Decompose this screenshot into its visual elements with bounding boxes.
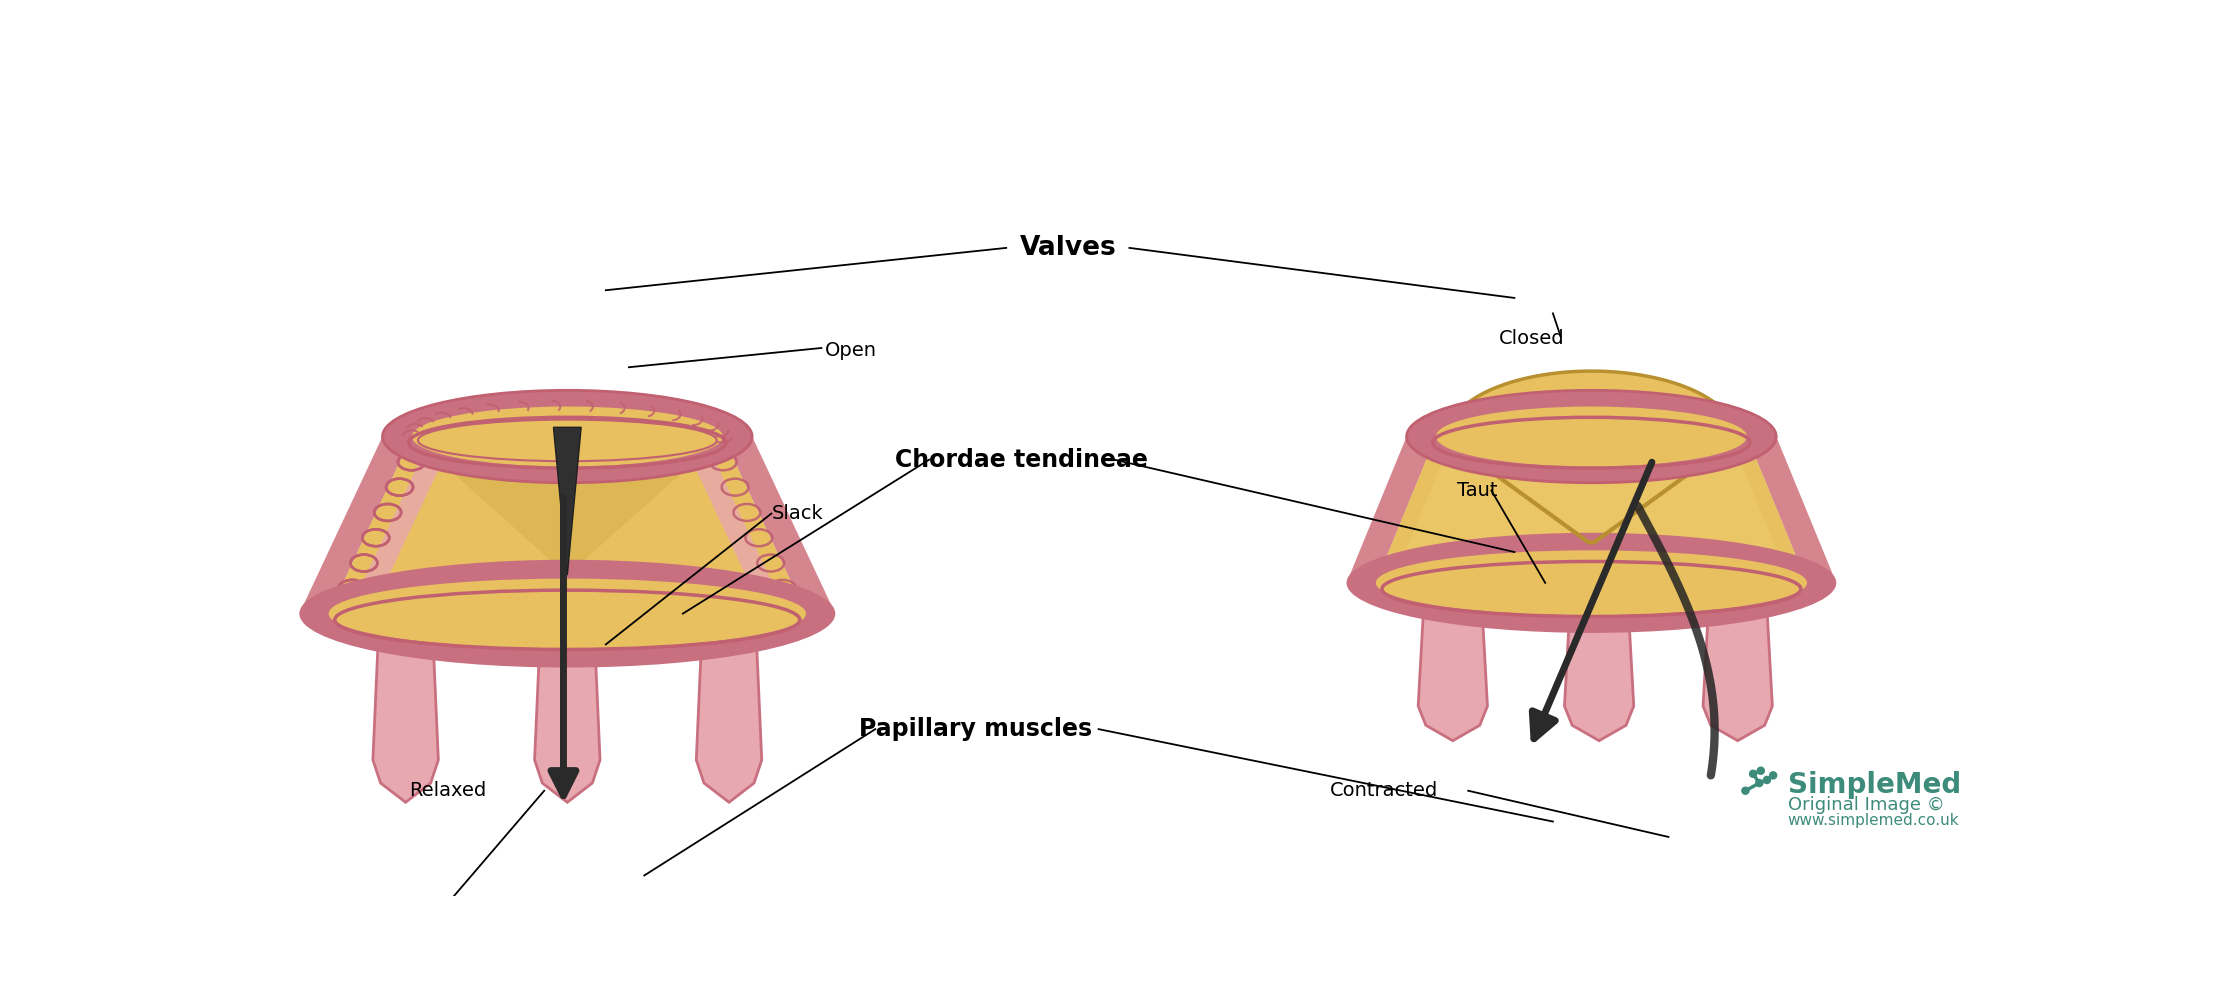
Polygon shape	[328, 437, 806, 613]
Ellipse shape	[1347, 533, 1836, 632]
Ellipse shape	[1407, 391, 1776, 482]
Polygon shape	[722, 437, 835, 613]
Text: Relaxed: Relaxed	[410, 781, 487, 801]
Text: Original Image ©: Original Image ©	[1788, 796, 1945, 814]
Ellipse shape	[1435, 407, 1748, 466]
Polygon shape	[696, 629, 762, 803]
Text: Contracted: Contracted	[1329, 781, 1438, 801]
Circle shape	[1770, 771, 1776, 779]
Polygon shape	[348, 437, 454, 613]
Polygon shape	[1347, 437, 1435, 583]
Polygon shape	[1400, 440, 1783, 567]
Circle shape	[1763, 775, 1772, 784]
Text: SimpleMed: SimpleMed	[1788, 770, 1960, 799]
Circle shape	[1750, 769, 1756, 778]
Polygon shape	[1446, 372, 1734, 440]
Text: Closed: Closed	[1500, 329, 1564, 348]
Ellipse shape	[412, 407, 722, 466]
Polygon shape	[1728, 437, 1807, 583]
Polygon shape	[1376, 437, 1807, 583]
Text: Chordae tendineae: Chordae tendineae	[895, 448, 1147, 471]
Polygon shape	[1513, 398, 1670, 439]
Circle shape	[1756, 766, 1765, 775]
Text: Valves: Valves	[1019, 235, 1116, 261]
Polygon shape	[328, 437, 432, 613]
Polygon shape	[1748, 437, 1836, 583]
Polygon shape	[1418, 602, 1488, 741]
Ellipse shape	[1376, 550, 1807, 615]
Text: Slack: Slack	[771, 505, 824, 523]
Circle shape	[1754, 778, 1763, 787]
Text: www.simplemed.co.uk: www.simplemed.co.uk	[1788, 813, 1960, 828]
Polygon shape	[299, 437, 412, 613]
Text: Taut: Taut	[1457, 481, 1497, 499]
Polygon shape	[534, 629, 600, 803]
Circle shape	[1741, 786, 1750, 795]
Text: Papillary muscles: Papillary muscles	[859, 717, 1092, 741]
Polygon shape	[372, 629, 439, 803]
Text: Open: Open	[826, 340, 877, 359]
Polygon shape	[680, 437, 786, 613]
Polygon shape	[554, 427, 580, 575]
Ellipse shape	[383, 391, 753, 482]
Ellipse shape	[328, 579, 806, 649]
Polygon shape	[1564, 602, 1635, 741]
Polygon shape	[1703, 602, 1772, 741]
Polygon shape	[704, 437, 806, 613]
Ellipse shape	[299, 560, 835, 668]
Polygon shape	[1376, 437, 1455, 583]
Polygon shape	[427, 450, 707, 575]
